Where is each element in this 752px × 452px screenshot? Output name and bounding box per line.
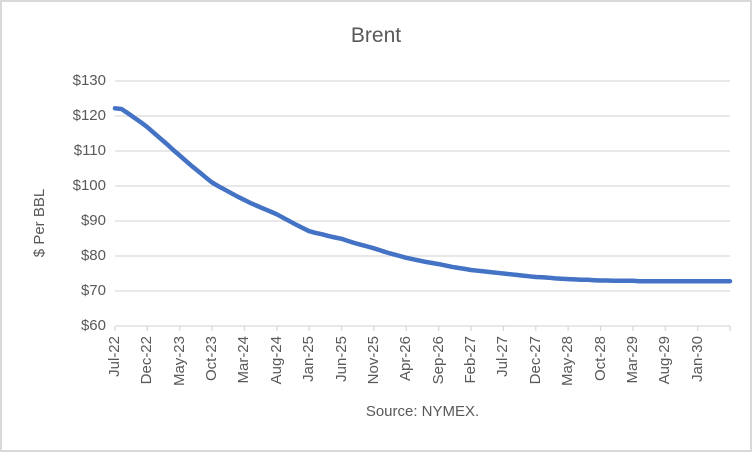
x-tick-label: Nov-25 (364, 336, 382, 385)
x-tick-label: May-23 (170, 336, 188, 387)
gridlines (115, 80, 730, 327)
y-tick-label: $130 (72, 72, 106, 89)
y-tick-label: $120 (72, 107, 106, 124)
x-tick-label: Jan-25 (300, 336, 318, 382)
chart-title: Brent (350, 24, 402, 47)
x-tick-label: May-28 (559, 336, 577, 387)
x-axis-tick-marks (114, 326, 731, 331)
x-tick-label: Sep-26 (429, 336, 447, 385)
brent-price-line-series (112, 106, 733, 284)
x-tick-label: Oct-23 (203, 336, 221, 382)
y-tick-label: $60 (80, 317, 106, 334)
x-tick-label: Apr-26 (397, 336, 415, 382)
source-note: Source: NYMEX. (365, 403, 480, 420)
x-tick-label: Jul-22 (106, 336, 123, 377)
x-tick-label: Aug-24 (267, 336, 285, 385)
x-tick-label: Jan-30 (688, 336, 706, 382)
x-tick-label: Dec-22 (138, 336, 156, 385)
x-tick-label: Feb-27 (462, 336, 480, 384)
y-tick-label: $110 (73, 142, 106, 159)
y-tick-label: $70 (80, 282, 106, 299)
y-tick-label: $90 (80, 212, 106, 229)
x-tick-label: Jul-27 (494, 336, 512, 377)
x-tick-label: Jun-25 (332, 336, 350, 382)
y-tick-label: $100 (72, 177, 106, 194)
y-tick-label: $80 (80, 247, 106, 264)
x-tick-label: Dec-27 (526, 336, 544, 385)
x-tick-label: Aug-29 (656, 336, 674, 385)
x-tick-label: Oct-28 (591, 336, 609, 382)
x-tick-label: Mar-24 (235, 336, 253, 384)
x-tick-label: Mar-29 (623, 336, 641, 384)
